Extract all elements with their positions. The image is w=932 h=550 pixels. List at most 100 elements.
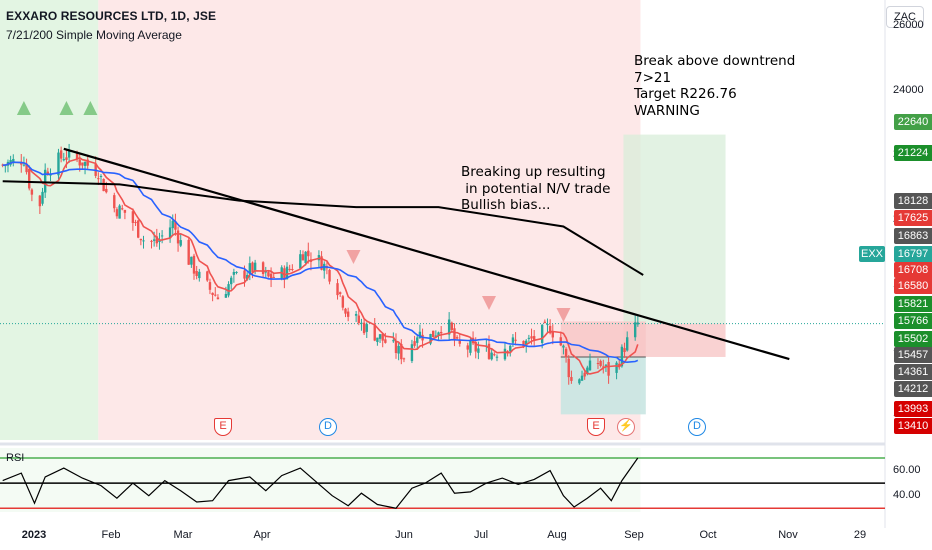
candle-body xyxy=(187,239,190,265)
earnings-event-icon[interactable]: E xyxy=(214,418,232,436)
currency-badge[interactable]: ZAC xyxy=(886,6,924,28)
time-tick-label: Jul xyxy=(473,529,489,541)
candle-body xyxy=(447,319,451,335)
breakout-note[interactable]: Break above downtrend 7>21 Target R226.7… xyxy=(634,53,796,119)
candle-body xyxy=(583,372,586,377)
long-position-tool[interactable] xyxy=(0,134,885,415)
rsi-legend[interactable]: RSI xyxy=(6,452,25,464)
price-level-tag: 16797 xyxy=(894,246,932,262)
price-level-tag: 17625 xyxy=(894,210,932,226)
candle-body xyxy=(567,358,570,378)
candle-body xyxy=(514,339,517,341)
price-level-tag: 15502 xyxy=(894,331,932,347)
candle-body xyxy=(115,209,119,217)
candle-body xyxy=(543,321,547,323)
time-tick-label: Aug xyxy=(547,529,567,541)
moving-averages xyxy=(2,156,644,375)
candle-body xyxy=(30,189,34,195)
candle-body xyxy=(245,274,249,280)
candle-body xyxy=(75,153,79,160)
buy-signal-triangle xyxy=(83,101,98,115)
symbol-title[interactable]: EXXARO RESOURCES LTD, 1D, JSE xyxy=(6,9,217,23)
downtrend-line[interactable] xyxy=(63,147,790,361)
ma-7-line xyxy=(2,156,639,375)
buy-signal-triangle xyxy=(59,101,74,115)
candle-body xyxy=(392,340,395,342)
candle-body xyxy=(121,208,124,210)
candle-body xyxy=(113,195,116,209)
time-tick-label: 29 xyxy=(853,529,867,541)
candle-body xyxy=(57,152,60,176)
candle-body xyxy=(509,345,512,352)
drawings[interactable] xyxy=(63,147,790,361)
candle-body xyxy=(134,222,137,224)
candle-body xyxy=(564,348,568,358)
candle-body xyxy=(41,191,44,204)
rsi-pane[interactable] xyxy=(0,457,885,509)
candle-body xyxy=(469,340,472,353)
candle-body xyxy=(522,340,525,348)
candle-body xyxy=(477,348,480,353)
ma-200-line xyxy=(2,180,644,276)
grid xyxy=(0,0,886,528)
candle-body xyxy=(253,262,257,272)
candle-body xyxy=(150,240,153,242)
candle-body xyxy=(586,367,589,375)
price-tick-label: 26000 xyxy=(893,18,924,31)
candle-body xyxy=(360,322,363,324)
candle-body xyxy=(243,270,246,279)
candle-body xyxy=(288,268,291,270)
price-tick-label: 24000 xyxy=(893,83,924,96)
earnings-event-icon[interactable]: E xyxy=(587,418,605,436)
candle-body xyxy=(171,220,174,229)
candle-body xyxy=(251,262,254,273)
target-zone[interactable] xyxy=(623,134,726,324)
candle-body xyxy=(623,348,626,352)
candle-body xyxy=(453,328,456,340)
rsi-tick-label: 60.00 xyxy=(893,463,921,476)
dividend-event-icon[interactable]: D xyxy=(319,418,337,436)
candle-body xyxy=(626,337,629,351)
candle-body xyxy=(198,271,201,279)
candle-body xyxy=(604,364,608,366)
breakdown-stop-zone[interactable] xyxy=(560,321,646,357)
dividend-event-icon[interactable]: D xyxy=(688,418,706,436)
ma-21-line xyxy=(2,161,639,364)
time-tick-label: Feb xyxy=(101,529,121,541)
candle-body xyxy=(22,164,26,166)
candle-body xyxy=(455,337,459,339)
bias-note[interactable]: Breaking up resulting in potential N/V t… xyxy=(461,164,611,213)
candle-body xyxy=(46,171,50,176)
candle-body xyxy=(588,360,592,371)
price-level-tag: 13993 xyxy=(894,401,932,417)
candle-body xyxy=(118,205,121,219)
time-tick-label: Oct xyxy=(699,529,717,541)
candle-body xyxy=(434,335,438,337)
price-level-tag: 16863 xyxy=(894,228,932,244)
candle-body xyxy=(474,341,477,352)
zone-backgrounds xyxy=(0,0,641,512)
candle-body xyxy=(336,283,339,296)
candle-body xyxy=(301,254,305,261)
ticker-tag: EXX xyxy=(859,246,885,262)
candle-body xyxy=(532,336,536,340)
time-tick-label: Jun xyxy=(395,529,413,541)
candle-body xyxy=(602,366,605,368)
sell-signal-triangle xyxy=(346,250,361,264)
candle-body xyxy=(65,157,68,160)
price-level-tag: 16580 xyxy=(894,278,932,294)
price-level-tag: 22640 xyxy=(894,114,932,130)
candle-body xyxy=(174,221,177,230)
candle-body xyxy=(38,195,42,207)
buy-signal-triangle xyxy=(16,101,31,115)
indicator-legend[interactable]: 7/21/200 Simple Moving Average xyxy=(6,28,182,42)
candle-body xyxy=(357,315,360,324)
candle-body xyxy=(418,331,422,339)
split-event-icon[interactable]: ⚡ xyxy=(617,418,635,436)
candle-body xyxy=(224,293,228,298)
candle-body xyxy=(142,240,145,242)
candle-body xyxy=(381,333,384,341)
candle-body xyxy=(437,332,440,336)
candle-body xyxy=(527,337,531,339)
